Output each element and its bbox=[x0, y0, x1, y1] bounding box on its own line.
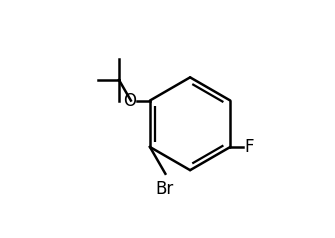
Text: O: O bbox=[123, 92, 136, 109]
Text: F: F bbox=[245, 138, 254, 156]
Text: Br: Br bbox=[155, 180, 173, 198]
